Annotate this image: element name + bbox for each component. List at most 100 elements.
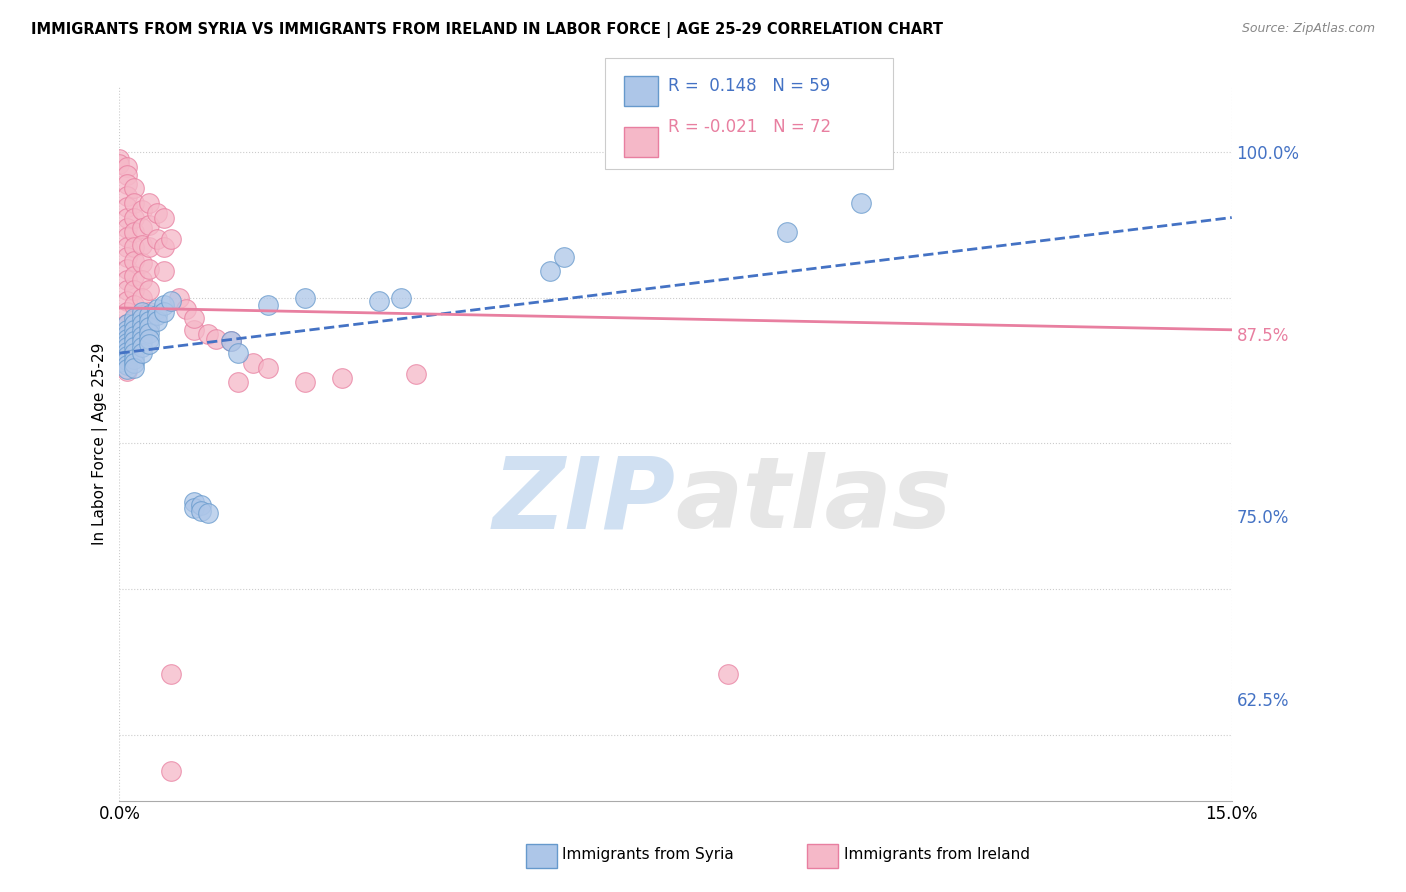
Point (131, 311, 153, 326)
Point (122, 254, 145, 268)
Point (108, 153, 131, 167)
Point (219, 334, 242, 349)
Point (153, 264, 176, 278)
Point (242, 356, 264, 370)
Point (122, 360, 145, 375)
Point (122, 311, 145, 326)
Point (183, 495, 205, 509)
Text: IMMIGRANTS FROM SYRIA VS IMMIGRANTS FROM IRELAND IN LABOR FORCE | AGE 25-29 CORR: IMMIGRANTS FROM SYRIA VS IMMIGRANTS FROM… (31, 22, 943, 38)
Point (197, 327, 219, 342)
Point (115, 332, 138, 346)
Point (294, 291, 316, 305)
Point (849, 196, 872, 211)
Point (776, 225, 799, 239)
Point (145, 232, 167, 246)
Point (131, 317, 153, 331)
Point (131, 220, 153, 235)
Point (115, 340, 138, 354)
Point (405, 367, 427, 381)
Point (256, 298, 278, 312)
Point (389, 291, 412, 305)
Point (219, 334, 242, 349)
Point (122, 240, 145, 254)
Point (122, 181, 145, 195)
Point (115, 240, 138, 254)
Point (138, 284, 160, 298)
Text: Source: ZipAtlas.com: Source: ZipAtlas.com (1241, 22, 1375, 36)
Text: R = -0.021   N = 72: R = -0.021 N = 72 (668, 118, 831, 136)
Point (108, 346, 131, 360)
Point (115, 358, 138, 372)
Point (122, 225, 145, 239)
Point (153, 240, 176, 254)
Text: Immigrants from Syria: Immigrants from Syria (562, 847, 734, 863)
Point (115, 328, 138, 343)
Point (122, 340, 145, 354)
Point (122, 334, 145, 349)
Point (153, 211, 176, 225)
Point (122, 211, 145, 225)
Point (122, 323, 145, 337)
Point (122, 346, 145, 360)
Point (122, 312, 145, 326)
Point (183, 311, 205, 326)
Point (115, 284, 138, 298)
Point (122, 196, 145, 211)
Point (160, 293, 183, 308)
Point (131, 308, 153, 322)
Point (115, 177, 138, 191)
Point (131, 256, 153, 270)
Point (115, 317, 138, 331)
Point (138, 337, 160, 351)
Point (330, 371, 353, 385)
Point (115, 363, 138, 377)
Point (115, 168, 138, 182)
Point (115, 188, 138, 202)
Point (115, 351, 138, 366)
Point (174, 302, 197, 317)
Point (131, 334, 153, 349)
Point (160, 764, 183, 779)
Point (256, 360, 278, 375)
Point (153, 305, 176, 319)
Point (115, 211, 138, 225)
Text: ZIP: ZIP (492, 452, 676, 549)
Point (115, 362, 138, 376)
Point (138, 261, 160, 276)
Point (131, 238, 153, 252)
Point (122, 268, 145, 283)
Point (122, 284, 145, 298)
Point (131, 328, 153, 343)
Point (131, 340, 153, 354)
Point (131, 305, 153, 319)
Point (108, 349, 131, 363)
Point (368, 293, 391, 308)
Point (138, 240, 160, 254)
Text: Immigrants from Ireland: Immigrants from Ireland (844, 847, 1029, 863)
Point (115, 293, 138, 308)
Point (115, 317, 138, 331)
Point (138, 314, 160, 328)
Point (145, 206, 167, 220)
Point (145, 314, 167, 328)
Point (115, 273, 138, 287)
Point (138, 196, 160, 211)
Point (190, 498, 212, 512)
Text: R =  0.148   N = 59: R = 0.148 N = 59 (668, 77, 830, 95)
Point (131, 323, 153, 337)
Point (160, 666, 183, 681)
Point (115, 160, 138, 174)
Point (115, 250, 138, 264)
Point (115, 340, 138, 354)
Point (115, 344, 138, 359)
Point (716, 666, 738, 681)
Point (183, 323, 205, 337)
Point (122, 327, 145, 342)
Point (115, 200, 138, 214)
Point (115, 305, 138, 319)
Point (115, 220, 138, 235)
Point (205, 332, 228, 346)
Point (226, 376, 249, 390)
Point (131, 291, 153, 305)
Point (131, 273, 153, 287)
